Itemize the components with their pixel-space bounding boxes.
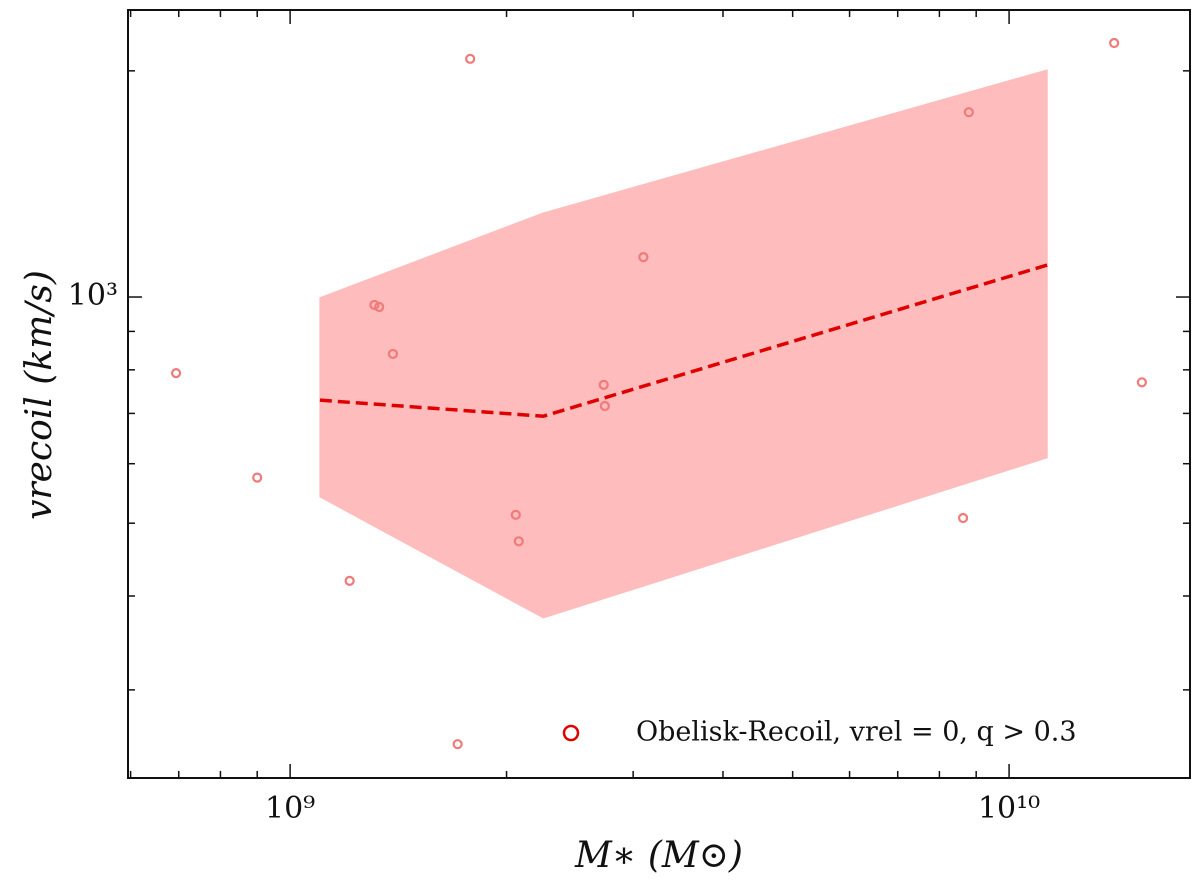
data-point [513,536,524,547]
data-point [452,739,463,750]
data-point [599,400,610,412]
data-point [369,299,380,311]
data-point [963,107,974,118]
data-point [465,53,476,64]
median-line [319,263,1048,418]
data-point [252,472,263,483]
data-point [1109,37,1120,49]
legend-marker [562,724,580,742]
data-point [387,348,399,360]
data-point [170,368,182,379]
confidence-band [319,69,1048,619]
legend-label: Obelisk-Recoil, vrel = 0, q > 0.3 [636,717,1077,748]
data-point [957,512,969,524]
x-tick-label: 10⁹ [265,791,315,826]
x-tick-label: 10¹⁰ [978,791,1040,826]
data-point [1136,377,1147,388]
data-point [638,252,649,263]
y-tick-label: 10³ [68,278,118,313]
plot-frame [127,9,1191,779]
data-point [344,575,355,586]
data-point [598,379,609,390]
data-point [510,509,521,520]
data-point [374,301,385,313]
x-axis-title: M∗ (M⊙) [574,835,743,876]
y-axis-title: vrecoil (km/s) [19,270,60,520]
